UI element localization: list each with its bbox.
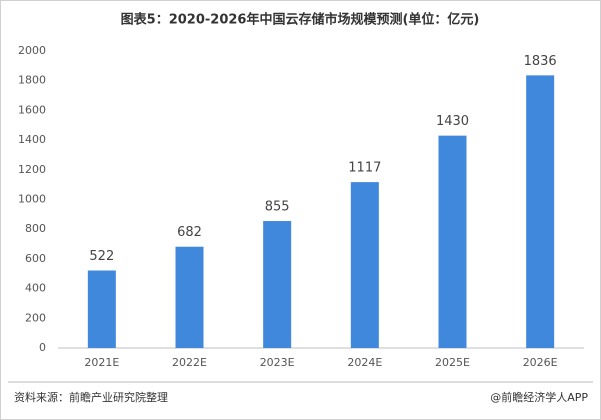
- value-label: 1430: [436, 114, 469, 129]
- bar: [350, 182, 379, 348]
- bar: [438, 135, 467, 348]
- y-tick-label: 1000: [18, 193, 46, 206]
- y-tick-label: 200: [25, 311, 46, 324]
- x-tick-label: 2023E: [260, 356, 295, 369]
- value-label: 682: [177, 225, 202, 240]
- y-tick-label: 1200: [18, 163, 46, 176]
- x-tick-label: 2025E: [435, 356, 470, 369]
- y-tick-label: 1400: [18, 133, 46, 146]
- bar: [87, 270, 116, 348]
- y-tick-label: 400: [25, 282, 46, 295]
- y-tick-label: 1600: [18, 103, 46, 116]
- bar: [175, 246, 204, 348]
- y-tick-label: 800: [25, 222, 46, 235]
- value-label: 522: [89, 249, 114, 264]
- y-tick-label: 0: [39, 341, 46, 354]
- x-tick-label: 2024E: [347, 356, 382, 369]
- bar: [526, 75, 555, 348]
- y-tick-label: 2000: [18, 44, 46, 57]
- y-tick-label: 600: [25, 252, 46, 265]
- y-tick-label: 1800: [18, 74, 46, 87]
- bar: [263, 221, 292, 348]
- x-tick-label: 2026E: [523, 356, 558, 369]
- chart-title: 图表5：2020-2026年中国云存储市场规模预测(单位：亿元): [121, 12, 480, 28]
- credit: @前瞻经济学人APP: [490, 390, 588, 404]
- value-label: 1117: [348, 161, 381, 176]
- source: 资料来源：前瞻产业研究院整理: [14, 390, 168, 404]
- value-label: 1836: [524, 54, 557, 69]
- value-label: 855: [265, 200, 290, 215]
- x-tick-label: 2021E: [84, 356, 119, 369]
- x-tick-label: 2022E: [172, 356, 207, 369]
